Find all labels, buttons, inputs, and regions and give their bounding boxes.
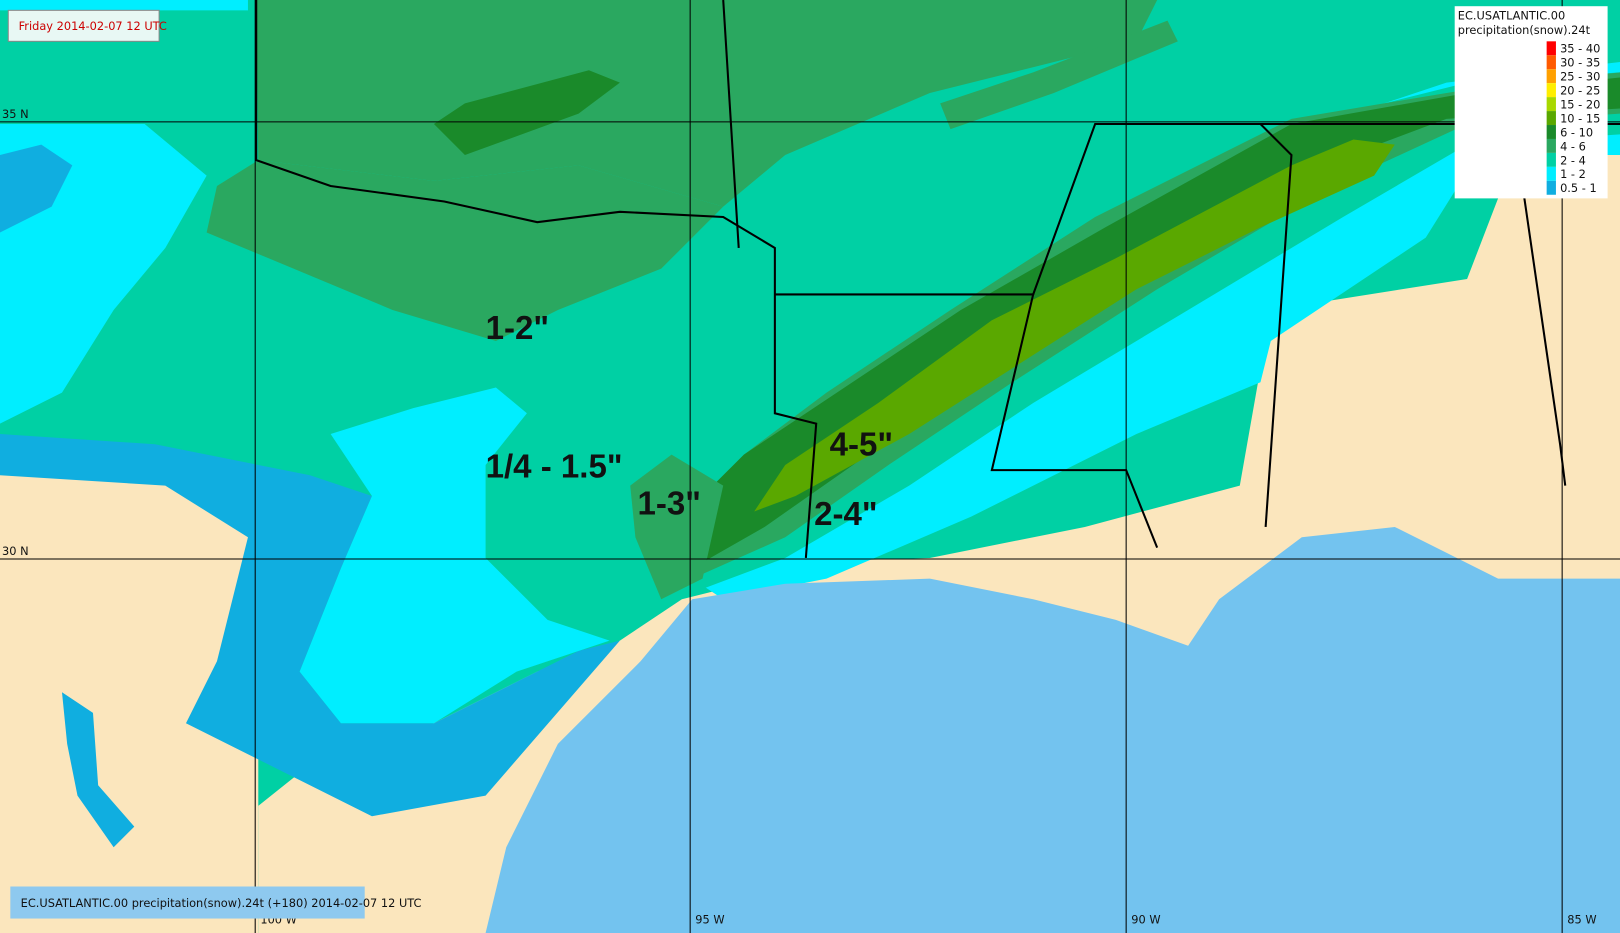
legend-swatch — [1546, 111, 1556, 126]
legend-swatch — [1546, 41, 1556, 56]
legend-label: 4 - 6 — [1560, 139, 1586, 153]
land-mexico — [0, 464, 259, 933]
legend-swatch — [1546, 125, 1556, 139]
snow-6-10-patch — [433, 70, 620, 155]
legend-label: 30 - 35 — [1560, 56, 1600, 70]
snow-4-6-north — [256, 0, 1158, 207]
legend-label: 2 - 4 — [1560, 153, 1586, 167]
snow-05-1-texas — [0, 433, 620, 817]
legend-label: 35 - 40 — [1560, 42, 1600, 56]
state-borders — [255, 0, 1620, 559]
snow-4-6-band — [661, 72, 1620, 579]
legend-swatch — [1546, 83, 1556, 98]
snow-annotation: 1-3" — [637, 486, 700, 523]
legend-swatch — [1546, 69, 1556, 84]
snow-05-1-west — [0, 144, 73, 233]
legend-title: EC.USATLANTIC.00 — [1458, 9, 1565, 23]
footer-label: EC.USATLANTIC.00 precipitation(snow).24t… — [21, 896, 422, 910]
legend-swatch — [1546, 138, 1556, 153]
footer-box — [10, 886, 365, 919]
legend-swatch — [1546, 180, 1556, 195]
snow-1-2-top — [0, 0, 248, 11]
lon-label: 85 W — [1567, 913, 1596, 927]
legend-box — [1454, 6, 1608, 199]
snow-4-6-texas — [206, 160, 724, 341]
legend-label: 25 - 30 — [1560, 70, 1600, 84]
lon-label: 95 W — [695, 913, 724, 927]
legend-swatch — [1546, 152, 1556, 167]
snow-annotation: 1/4 - 1.5" — [486, 448, 623, 485]
legend-swatch — [1546, 55, 1556, 70]
legend-swatch — [1546, 97, 1556, 112]
header-box — [7, 9, 160, 42]
lat-label: 30 N — [2, 544, 29, 558]
snow-annotation: 1-2" — [486, 310, 549, 347]
legend-swatch — [1546, 166, 1556, 181]
snow-05-1-mexico — [61, 692, 135, 848]
lon-label: 90 W — [1131, 913, 1160, 927]
lat-label: 35 N — [2, 107, 29, 121]
legend-label: 1 - 2 — [1560, 167, 1586, 181]
legend-label: 10 - 15 — [1560, 111, 1600, 125]
snow-annotation: 2-4" — [814, 496, 877, 533]
legend-label: 0.5 - 1 — [1560, 181, 1597, 195]
snow-1-2-texas — [299, 387, 610, 724]
snow-4-6-patch — [940, 20, 1178, 130]
snow-annotation: 4-5" — [830, 427, 893, 464]
header-label: Friday 2014-02-07 12 UTC — [19, 19, 167, 33]
snow-2-4-band — [671, 72, 1620, 589]
gulf-of-mexico — [485, 526, 1620, 933]
snow-10-15-band — [754, 139, 1395, 512]
legend-subtitle: precipitation(snow).24t — [1458, 23, 1591, 37]
legend-label: 20 - 25 — [1560, 84, 1600, 98]
legend-label: 6 - 10 — [1560, 125, 1593, 139]
legend-label: 15 - 20 — [1560, 97, 1600, 111]
snow-4-6-east-texas — [630, 454, 724, 600]
